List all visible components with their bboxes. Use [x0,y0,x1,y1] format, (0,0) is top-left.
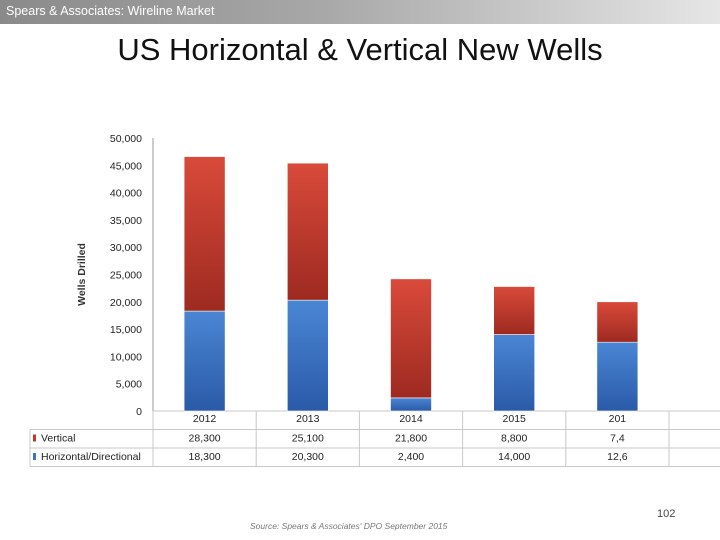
table-value-horizontal: 18,300 [189,451,221,463]
header-bar: Spears & Associates: Wireline Market [0,0,720,24]
bar-horizontal-directional [493,334,536,412]
legend-key-vertical [33,434,36,442]
legend-key-horizontal [33,453,36,460]
table-value-vertical: 21,800 [395,433,427,445]
y-tick-label: 40,000 [110,188,142,200]
y-axis-title: Wells Drilled [76,243,88,306]
y-tick-label: 30,000 [110,242,142,254]
y-tick-label: 5,000 [116,379,142,391]
bar-horizontal-directional [390,397,432,412]
table-value-horizontal: 2,400 [398,451,424,463]
y-tick-label: 20,000 [110,297,142,309]
table-value-vertical: 25,100 [292,433,324,445]
y-tick-label: 45,000 [110,160,142,172]
bar-horizontal-directional [596,341,639,412]
table-value-horizontal: 20,300 [292,451,324,463]
y-tick-label: 35,000 [110,215,142,227]
legend-label-horizontal: Horizontal/Directional [41,451,141,463]
y-tick-label: 15,000 [110,324,142,336]
y-tick-label: 10,000 [110,351,142,363]
bar-vertical [390,278,432,399]
table-value-horizontal: 12,6 [607,451,628,463]
source-note: Source: Spears & Associates' DPO Septemb… [250,521,448,531]
table-value-vertical: 28,300 [189,433,221,445]
x-category-label: 2013 [296,413,320,425]
x-category-label: 2015 [503,413,527,425]
x-category-label: 2014 [399,413,423,425]
header-label: Spears & Associates: Wireline Market [6,4,215,18]
bar-horizontal-directional [286,299,329,412]
bar-horizontal-directional [183,310,226,412]
page-title: US Horizontal & Vertical New Wells [117,32,603,67]
table-value-vertical: 8,800 [501,433,527,445]
bar-vertical [286,162,329,301]
table-value-vertical: 7,4 [610,433,625,445]
table-value-horizontal: 14,000 [498,451,530,463]
page-number: 102 [657,508,676,520]
bar-vertical [596,301,639,343]
y-tick-label: 25,000 [110,270,142,282]
bar-vertical [493,286,536,335]
x-category-label: 2012 [193,413,217,425]
bar-vertical [183,156,226,312]
y-tick-label: 0 [136,406,142,418]
x-category-label: 201 [609,413,627,425]
y-tick-label: 50,000 [110,133,142,145]
legend-label-vertical: Vertical [41,433,75,445]
